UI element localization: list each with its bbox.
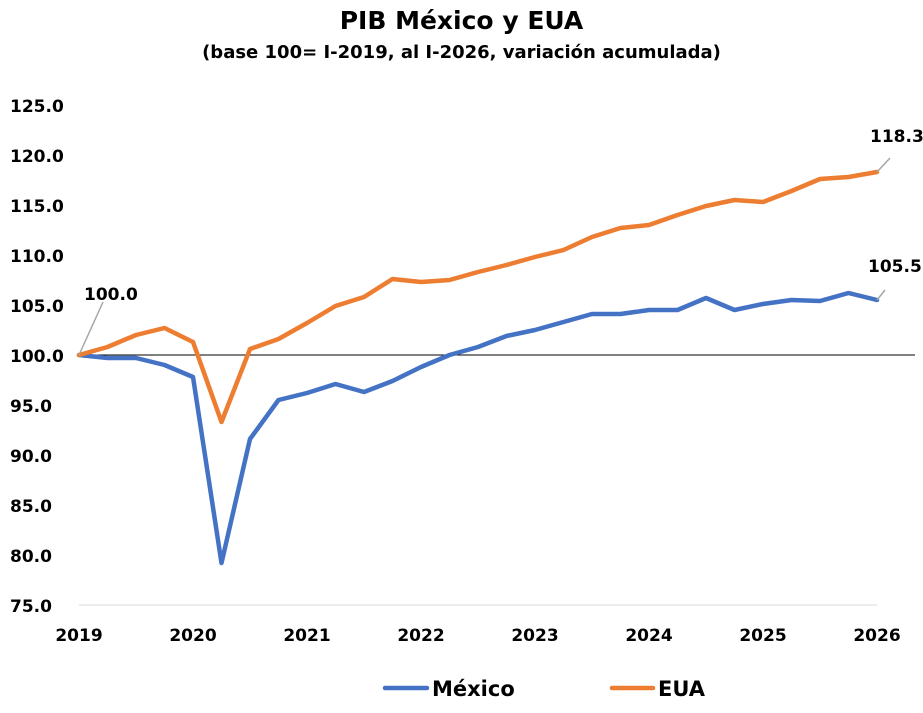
y-tick-label: 85.0 (10, 497, 52, 517)
y-tick-label: 110.0 (10, 247, 64, 267)
y-tick-label: 120.0 (10, 147, 64, 167)
y-tick-label: 75.0 (10, 597, 52, 617)
y-tick-label: 80.0 (10, 547, 52, 567)
series-line-1 (76, 169, 880, 425)
data-label-leader (78, 301, 104, 356)
chart-title: PIB México y EUA (339, 6, 584, 35)
x-tick-label: 2019 (55, 626, 102, 646)
y-tick-label: 115.0 (10, 197, 64, 217)
legend-label: EUA (658, 677, 706, 701)
y-tick-label: 105.0 (10, 297, 64, 317)
x-tick-label: 2020 (169, 626, 216, 646)
legend-label: México (432, 677, 515, 701)
x-tick-label: 2025 (739, 626, 786, 646)
series-line-0 (76, 290, 880, 566)
data-label-leader (876, 157, 891, 173)
y-tick-label: 100.0 (10, 347, 64, 367)
y-tick-label: 125.0 (10, 97, 64, 117)
x-tick-label: 2026 (853, 626, 900, 646)
data-label-leader (876, 289, 886, 301)
y-tick-label: 95.0 (10, 397, 52, 417)
x-tick-label: 2024 (625, 626, 672, 646)
data-label: 118.3 (870, 127, 923, 147)
data-label: 105.5 (868, 257, 922, 277)
data-label: 100.0 (84, 285, 138, 305)
x-tick-label: 2021 (283, 626, 330, 646)
y-tick-label: 90.0 (10, 447, 52, 467)
x-tick-label: 2023 (511, 626, 558, 646)
chart-subtitle: (base 100= I-2019, al I-2026, variación … (202, 42, 721, 63)
x-tick-label: 2022 (397, 626, 444, 646)
